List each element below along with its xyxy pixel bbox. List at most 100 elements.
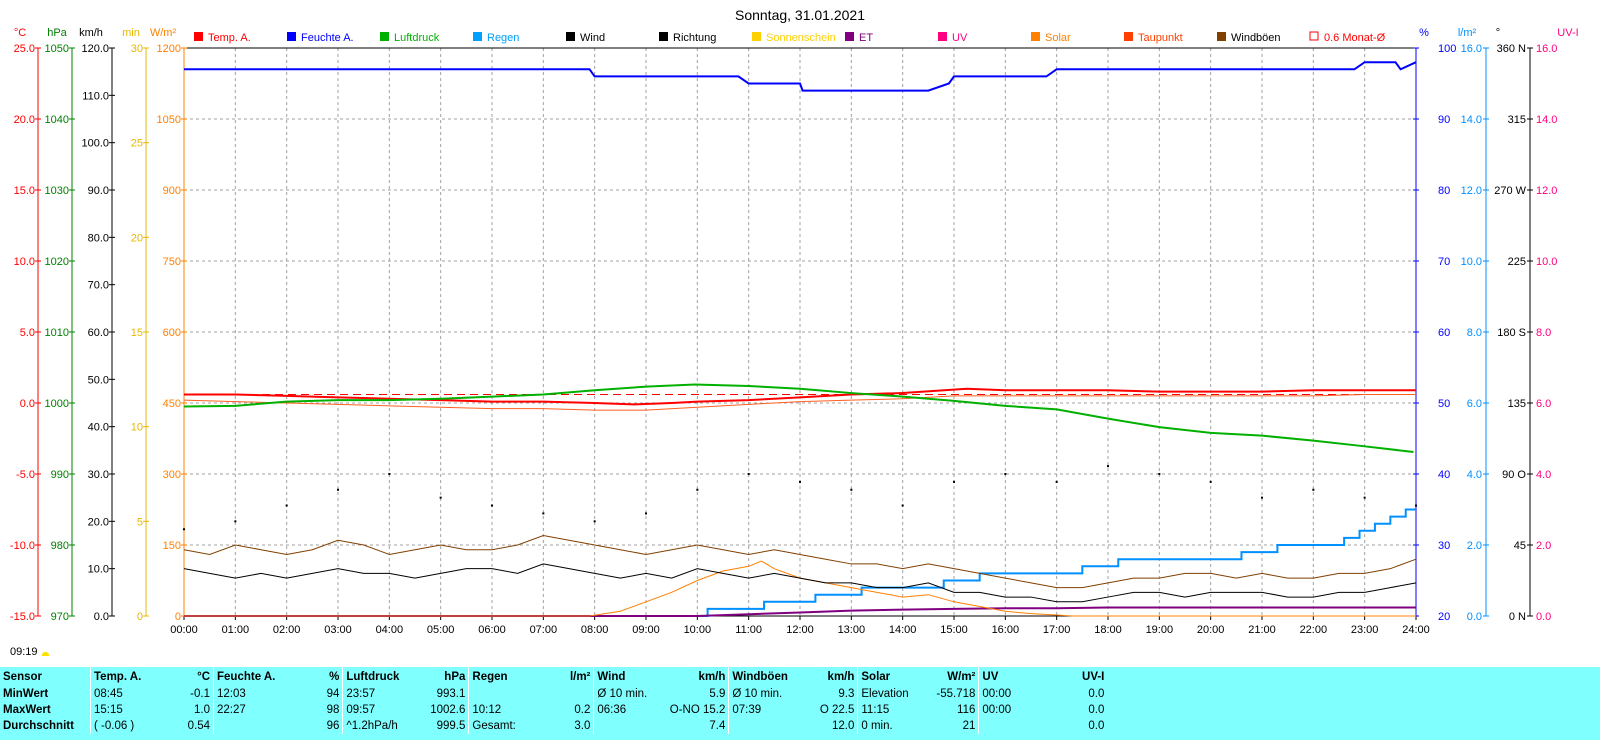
rain-axis-unit: l/m²: [1458, 27, 1477, 39]
col-sensor: UV: [978, 667, 1046, 686]
solar-tick-label: 1050: [157, 114, 181, 126]
row-label: Durchschnitt: [3, 720, 74, 732]
wind-tick-label: 120.0: [81, 43, 109, 55]
uv-tick-label: 6.0: [1536, 398, 1551, 410]
row-label: MaxWert: [3, 704, 51, 716]
stat-cell: 0.0: [1088, 720, 1105, 732]
stat-cell: [593, 718, 663, 734]
sunshine-tick-label: 5: [137, 516, 143, 528]
series-line-regen: [184, 508, 1416, 617]
axes-layer: 00:00 01:00 02:00 03:00 04:00 05:00 06:00 07:00…: [10, 27, 1579, 636]
direction-tick-label: 225: [1508, 256, 1526, 268]
row-label-sensor: Sensor: [3, 670, 42, 683]
stats-header-row: Sensor Temp. A. °C Feuchte A.% Luftdruck hPa R…: [0, 667, 1107, 686]
row-label: MinWert: [3, 688, 49, 700]
pressure-tick-label: 1000: [45, 398, 69, 410]
stat-cell: 12.0: [832, 720, 855, 732]
x-tick-label: 23:00: [1351, 624, 1379, 636]
wind-tick-label: 80.0: [88, 232, 109, 244]
legend-label: ET: [859, 32, 873, 44]
series-point-richtung: [747, 473, 750, 475]
stat-cell: 11:15: [857, 702, 917, 718]
temp-tick-label: 5.0: [20, 327, 35, 339]
x-tick-label: 14:00: [889, 624, 917, 636]
x-tick-label: 24:00: [1402, 624, 1430, 636]
col-sensor: Regen: [468, 667, 528, 686]
pressure-axis-unit: hPa: [47, 27, 67, 39]
temp-tick-label: 25.0: [14, 43, 35, 55]
pressure-tick-label: 1030: [45, 185, 69, 197]
series-point-richtung: [234, 520, 237, 523]
rain-tick-label: 16.0: [1461, 43, 1482, 55]
stat-cell: 0.0: [1088, 688, 1105, 700]
pressure-tick-label: 980: [51, 540, 69, 552]
series-point-richtung: [696, 488, 699, 491]
col-sensor: Feuchte A.: [213, 667, 279, 686]
stat-cell: -0.1: [190, 688, 210, 700]
humidity-tick-label: 90: [1438, 114, 1450, 126]
stat-cell: O-NO 15.2: [669, 704, 726, 716]
temp-tick-label: 10.0: [14, 256, 35, 268]
direction-tick-label: 315: [1508, 114, 1526, 126]
x-tick-label: 06:00: [478, 624, 506, 636]
x-tick-label: 13:00: [838, 624, 866, 636]
stat-cell: 22:27: [213, 702, 279, 718]
series-layer: [183, 61, 1417, 617]
temp-tick-label: 15.0: [14, 185, 35, 197]
rain-tick-label: 2.0: [1467, 540, 1482, 552]
stat-cell: ^1.2hPa/h: [342, 718, 403, 734]
stat-cell: 7.4: [709, 720, 726, 732]
legend-label: Wind: [580, 32, 605, 44]
uv-tick-label: 16.0: [1536, 43, 1557, 55]
sunshine-tick-label: 25: [131, 138, 143, 150]
temp-axis-unit: °C: [14, 27, 26, 39]
wind-tick-label: 110.0: [82, 90, 109, 102]
series-point-richtung: [645, 512, 647, 515]
legend-swatch: [380, 32, 389, 41]
series-point-richtung: [491, 504, 493, 507]
humidity-tick-label: 80: [1438, 185, 1450, 197]
wind-tick-label: 50.0: [88, 374, 109, 386]
rain-tick-label: 6.0: [1467, 398, 1482, 410]
series-point-richtung: [1261, 496, 1263, 499]
legend-label: Richtung: [673, 32, 716, 44]
series-point-richtung: [542, 512, 545, 515]
legend-label: Solar: [1045, 32, 1071, 44]
rain-tick-label: 14.0: [1461, 114, 1482, 126]
temp-tick-label: 0.0: [20, 398, 35, 410]
humidity-tick-label: 60: [1438, 327, 1450, 339]
series-point-richtung: [901, 504, 904, 507]
solar-tick-label: 450: [163, 398, 181, 410]
solar-tick-label: 600: [163, 327, 181, 339]
rain-tick-label: 12.0: [1461, 185, 1482, 197]
legend-swatch: [194, 32, 203, 41]
stat-cell: 00:00: [978, 702, 1046, 718]
uv-tick-label: 0.0: [1536, 611, 1551, 623]
rain-tick-label: 0.0: [1467, 611, 1482, 623]
temp-tick-label: -10.0: [10, 540, 35, 552]
x-tick-label: 18:00: [1094, 624, 1122, 636]
chart-title: Sonntag, 31.01.2021: [735, 7, 865, 23]
solar-tick-label: 900: [163, 185, 181, 197]
sunshine-tick-label: 15: [131, 327, 143, 339]
stat-cell: 116: [957, 704, 976, 716]
wind-tick-label: 0.0: [94, 611, 109, 623]
direction-tick-label: 45: [1514, 540, 1526, 552]
stat-cell: 12:03: [213, 686, 279, 702]
col-sensor: Windböen: [728, 667, 792, 686]
direction-tick-label: 360 N: [1497, 43, 1526, 55]
stat-cell: 94: [326, 688, 340, 700]
direction-axis-unit: °: [1496, 27, 1500, 39]
rain-tick-label: 8.0: [1467, 327, 1482, 339]
col-sensor: Luftdruck: [342, 667, 403, 686]
x-tick-label: 02:00: [273, 624, 301, 636]
temp-tick-label: -5.0: [16, 469, 35, 481]
series-point-richtung: [953, 480, 955, 483]
series-line-windb-en: [183, 535, 1417, 589]
legend-swatch: [938, 32, 947, 41]
x-tick-label: 05:00: [427, 624, 455, 636]
humidity-tick-label: 30: [1438, 540, 1450, 552]
legend-layer: Temp. A. Feuchte A. Luftdruck Regen Wind Rich…: [194, 31, 1386, 44]
series-point-richtung: [1209, 480, 1212, 483]
